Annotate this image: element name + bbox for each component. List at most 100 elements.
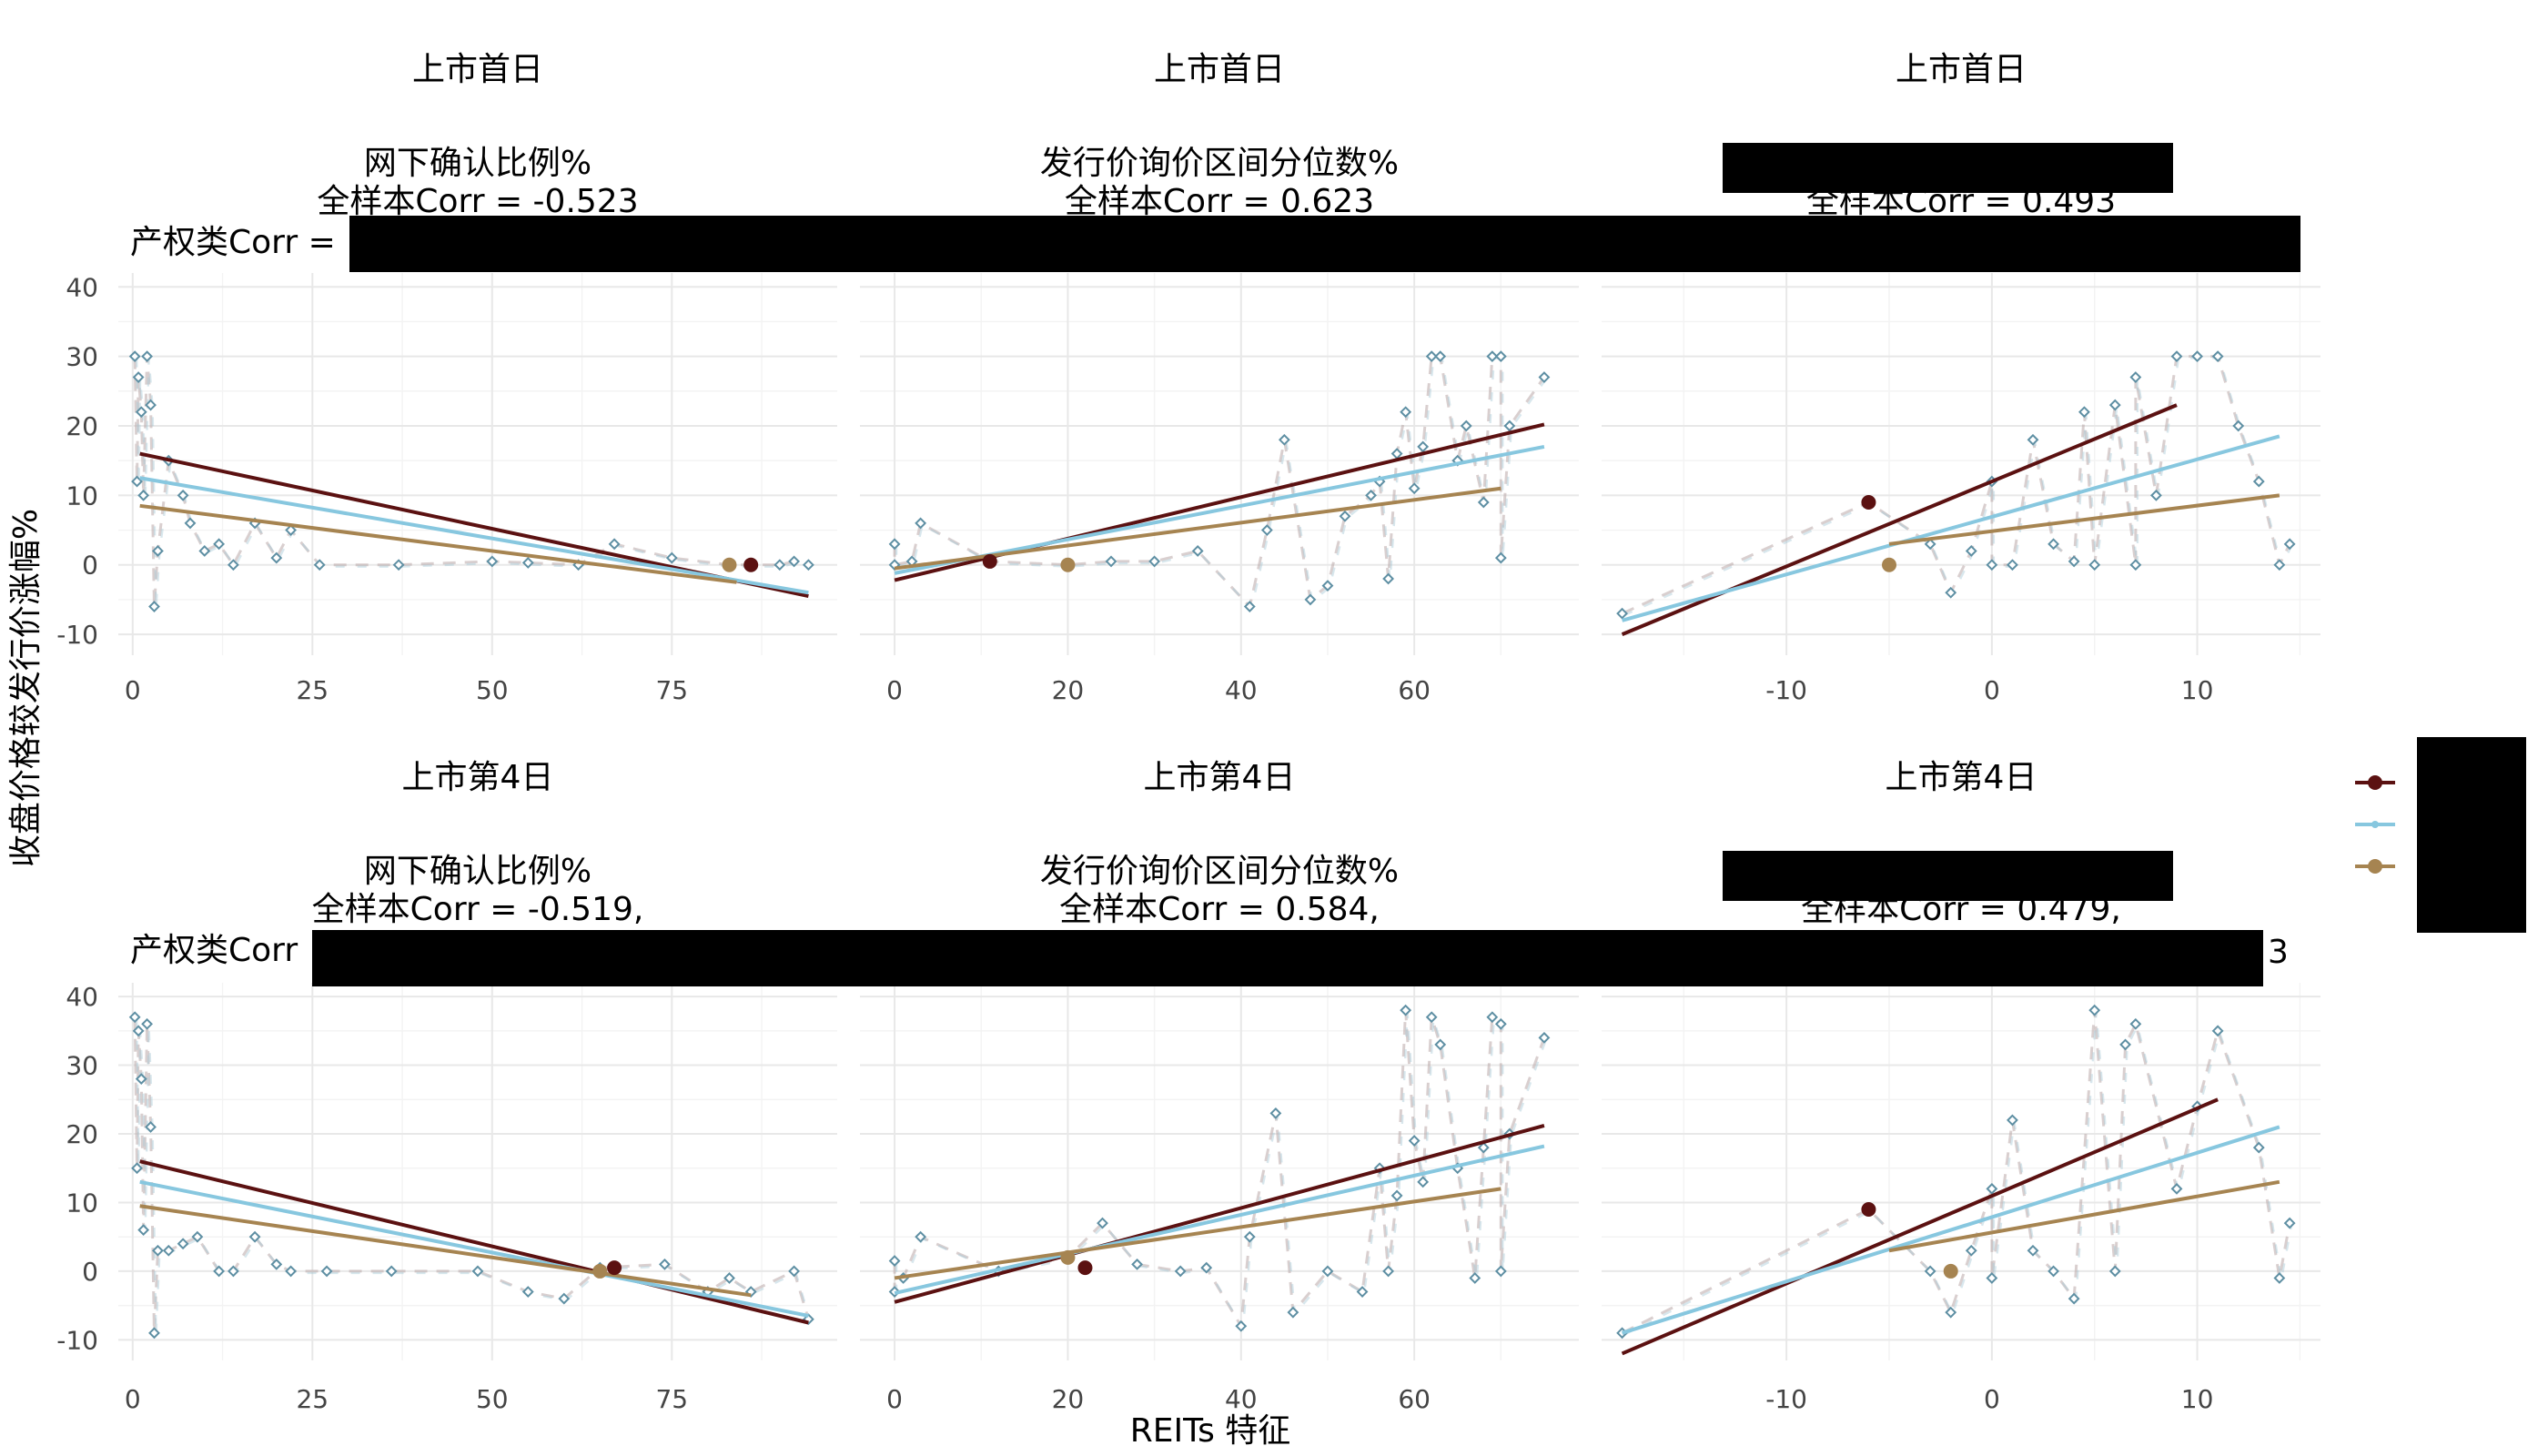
- scatter-point: [1469, 1272, 1481, 1284]
- facet-row-title: 上市第4日: [1144, 759, 1296, 796]
- scatter-point: [184, 517, 197, 530]
- fit-line: [1622, 434, 2280, 622]
- scatter-point: [131, 1162, 143, 1175]
- scatter-point: [2283, 1217, 2296, 1229]
- highlight-point: [1060, 557, 1076, 572]
- x-tick-label: 0: [125, 1384, 141, 1414]
- scatter-point: [2078, 406, 2090, 419]
- facet-corr-label: 全样本Corr = 0.623: [1065, 183, 1374, 220]
- scatter-point: [1400, 1004, 1412, 1016]
- x-tick-label: 75: [655, 675, 688, 705]
- highlight-point: [1077, 1260, 1093, 1276]
- scatter-point: [1494, 551, 1507, 564]
- scatter-point: [1278, 433, 1290, 446]
- scatter-point: [1945, 1306, 1957, 1319]
- scatter-point: [1390, 448, 1403, 460]
- highlight-point: [1943, 1263, 1958, 1279]
- scatter-point: [1965, 545, 1977, 557]
- scatter-point: [1339, 510, 1351, 522]
- scatter-point: [744, 1286, 757, 1298]
- scatter-point: [2170, 1182, 2183, 1195]
- scatter-point: [1235, 1320, 1248, 1332]
- fit-line: [139, 1204, 752, 1298]
- scatter-point: [177, 1238, 189, 1250]
- fit-line: [894, 1187, 1502, 1280]
- x-tick-label: 10: [2181, 675, 2214, 705]
- scatter-point: [1986, 1182, 1998, 1195]
- scatter-point: [471, 1265, 484, 1278]
- highlight-point: [1861, 1202, 1876, 1217]
- scatter-point: [2191, 350, 2203, 363]
- x-tick-label: 0: [886, 1384, 903, 1414]
- x-tick-label: 0: [125, 675, 141, 705]
- legend-key-marker: [2368, 775, 2382, 790]
- scatter-point: [1400, 406, 1412, 419]
- scatter-point: [1200, 1261, 1213, 1274]
- x-tick-label: 25: [296, 675, 329, 705]
- scatter-point: [1390, 1189, 1403, 1202]
- fit-line: [894, 1144, 1545, 1296]
- fit-line: [894, 486, 1502, 571]
- x-tick-label: 0: [886, 675, 903, 705]
- y-tick-label: 10: [66, 480, 98, 511]
- y-tick-label: 40: [66, 982, 98, 1012]
- scatter-point: [802, 559, 814, 571]
- y-tick-label: 20: [66, 411, 98, 441]
- scatter-point: [888, 1255, 901, 1268]
- scatter-point: [2048, 538, 2059, 551]
- scatter-point: [227, 559, 239, 571]
- scatter-point: [145, 1121, 157, 1133]
- scatter-point: [2088, 559, 2101, 571]
- facet-row-title: 上市第4日: [1886, 759, 2037, 796]
- scatter-point: [1986, 559, 1998, 571]
- scatter-point: [2068, 555, 2080, 568]
- fit-line: [139, 503, 737, 584]
- x-tick-label: 75: [655, 1384, 688, 1414]
- fit-line: [1888, 493, 2280, 546]
- scatter-point: [2129, 1017, 2142, 1030]
- facet-corr-label: 全样本Corr = -0.519,: [312, 891, 644, 928]
- scatter-point: [148, 1327, 160, 1340]
- scatter-point: [1260, 524, 1273, 536]
- scatter-point: [1434, 350, 1447, 363]
- scatter-point: [320, 1265, 333, 1278]
- highlight-point: [1060, 1249, 1076, 1265]
- scatter-point: [198, 545, 211, 557]
- scatter-point: [128, 350, 141, 363]
- scatter-point: [135, 406, 147, 419]
- highlight-point: [722, 557, 737, 572]
- scatter-point: [1269, 1107, 1282, 1119]
- fit-line: [1621, 1125, 2280, 1335]
- scatter-point: [285, 524, 298, 536]
- scatter-point: [152, 1244, 164, 1257]
- facet-left-label: 产权类Corr: [130, 932, 298, 969]
- legend-key-marker: [2371, 821, 2379, 828]
- scatter-point: [2108, 399, 2121, 411]
- highlight-point: [743, 557, 759, 572]
- scatter-point: [145, 399, 157, 411]
- fit-line: [139, 1159, 809, 1325]
- redaction-bar: [349, 216, 2300, 272]
- scatter-point: [1503, 420, 1516, 432]
- facet-corr-label: 全样本Corr = 0.584,: [1059, 891, 1380, 928]
- highlight-point: [982, 553, 997, 569]
- scatter-point: [148, 601, 160, 612]
- facet-row-title: 上市首日: [412, 51, 543, 88]
- y-tick-label: -10: [56, 620, 98, 650]
- scatter-point: [1616, 607, 1628, 620]
- scatter-point: [1460, 420, 1472, 432]
- facet-feature-label: 网下确认比例%: [364, 853, 592, 890]
- scatter-point: [213, 538, 226, 551]
- x-tick-label: 60: [1398, 1384, 1431, 1414]
- scatter-point: [1965, 1244, 1977, 1257]
- x-tick-label: 40: [1225, 1384, 1258, 1414]
- x-tick-label: 0: [1984, 1384, 2000, 1414]
- scatter-point: [1408, 482, 1421, 495]
- scatter-point: [888, 538, 901, 551]
- redaction-bar: [312, 930, 2263, 986]
- scatter-point: [313, 559, 326, 571]
- x-tick-label: 40: [1225, 675, 1258, 705]
- scatter-point: [1321, 1265, 1334, 1278]
- fit-line: [1621, 1097, 2219, 1356]
- scatter-point: [2211, 350, 2224, 363]
